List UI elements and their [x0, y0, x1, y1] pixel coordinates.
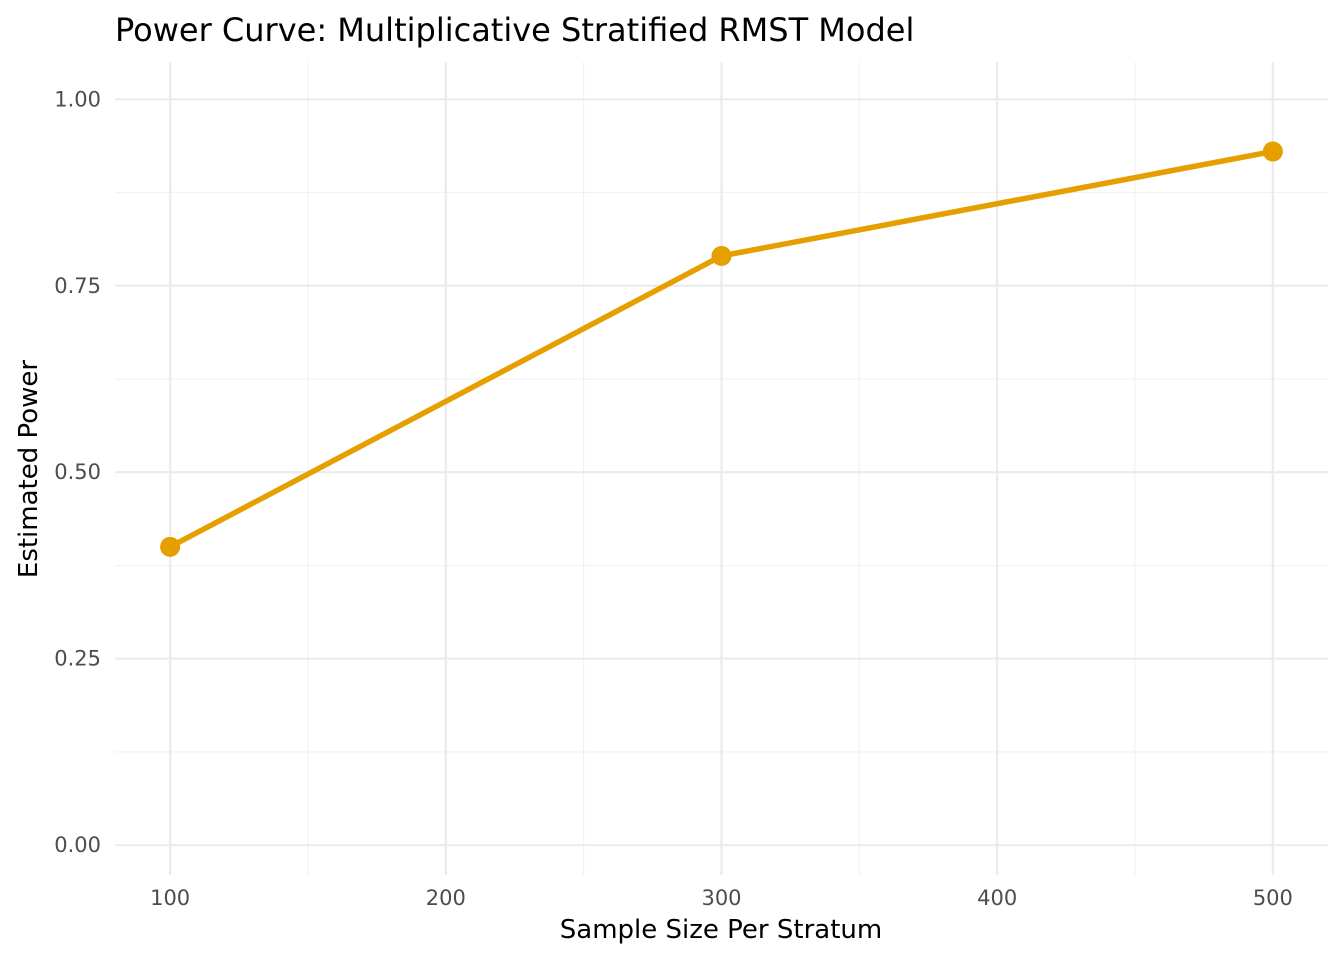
data-point [1262, 141, 1283, 162]
y-tick-label: 0.50 [54, 460, 101, 484]
y-tick-label: 0.75 [54, 274, 101, 298]
y-tick-label: 0.00 [54, 833, 101, 857]
data-point [711, 245, 732, 266]
y-axis-ticks: 0.00 0.25 0.50 0.75 1.00 [54, 87, 101, 857]
y-tick-label: 0.25 [54, 647, 101, 671]
grid [115, 62, 1328, 875]
x-tick-label: 300 [701, 886, 741, 910]
chart-title: Power Curve: Multiplicative Stratified R… [115, 11, 914, 49]
x-tick-label: 200 [426, 886, 466, 910]
x-axis-ticks: 100 200 300 400 500 [150, 886, 1293, 910]
y-axis-title: Estimated Power [14, 360, 44, 579]
series-layer [160, 141, 1283, 557]
x-tick-label: 500 [1253, 886, 1293, 910]
x-tick-label: 100 [150, 886, 190, 910]
data-point [160, 536, 181, 557]
x-axis-title: Sample Size Per Stratum [560, 915, 882, 945]
y-tick-label: 1.00 [54, 87, 101, 111]
x-tick-label: 400 [977, 886, 1017, 910]
